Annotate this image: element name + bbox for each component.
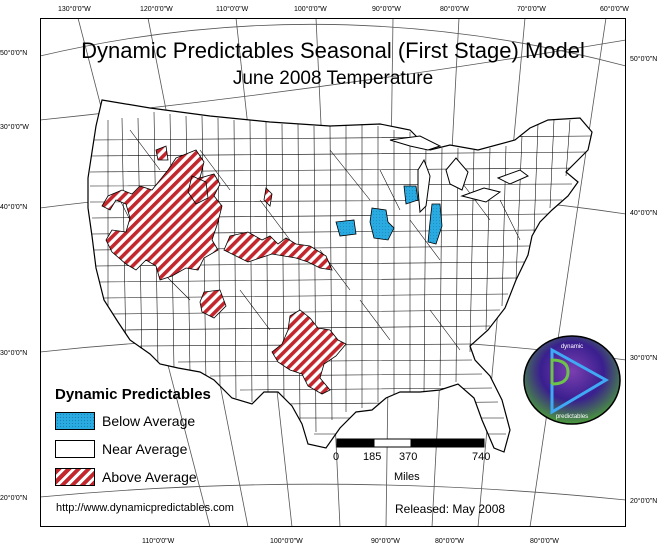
scale-unit: Miles	[394, 471, 420, 483]
tick-left-5: 20°0'0"N	[0, 495, 28, 502]
tick-right-1: 50°0'0"N	[630, 56, 658, 63]
legend-label-above: Above Average	[102, 469, 197, 485]
scale-bar	[336, 438, 485, 448]
legend-title: Dynamic Predictables	[55, 386, 211, 403]
below-average-regions	[335, 185, 443, 245]
map-subtitle: June 2008 Temperature	[232, 68, 434, 89]
tick-left-4: 30°0'0"N	[0, 350, 28, 357]
tick-top-8: 60°0'0"W	[600, 6, 629, 13]
legend-label-below: Below Average	[102, 413, 196, 429]
tick-right-4: 20°0'0"N	[630, 498, 658, 505]
tick-bottom-1: 110°0'0"W	[142, 538, 175, 545]
tick-bottom-5: 80°0'0"W	[530, 538, 559, 545]
website-url[interactable]: http://www.dynamicpredictables.com	[56, 502, 234, 514]
tick-bottom-4: 80°0'0"W	[435, 538, 464, 545]
logo-bottom-text: predictables	[556, 414, 588, 420]
tick-top-6: 80°0'0"W	[440, 6, 469, 13]
tick-left-2: 30°0'0"W	[0, 124, 29, 131]
map-frame	[40, 18, 626, 527]
legend-swatch-below	[55, 412, 95, 430]
legend-swatch-above	[55, 468, 95, 486]
tick-top-7: 70°0'0"W	[517, 6, 546, 13]
tick-top-5: 90°0'0"W	[372, 6, 401, 13]
scale-tick-0: 0	[333, 451, 340, 463]
logo-top-text: dynamic	[561, 344, 583, 350]
dynamic-predictables-logo: dynamic predictables	[523, 335, 621, 425]
scale-tick-185: 185	[363, 451, 382, 463]
map-title: Dynamic Predictables Seasonal (First Sta…	[81, 38, 585, 63]
legend-swatch-near	[55, 440, 95, 458]
tick-left-3: 40°0'0"N	[0, 204, 28, 211]
great-lakes	[389, 135, 529, 214]
legend-item-above: Above Average	[55, 468, 255, 488]
above-average-regions	[101, 145, 347, 395]
tick-top-1: 130°0'0"W	[58, 6, 91, 13]
tick-top-2: 120°0'0"W	[140, 6, 173, 13]
tick-bottom-2: 100°0'0"W	[270, 538, 303, 545]
legend-item-near: Near Average	[55, 440, 255, 460]
scale-tick-740: 740	[472, 451, 491, 463]
legend-label-near: Near Average	[102, 441, 188, 457]
release-date: Released: May 2008	[395, 502, 506, 516]
scale-tick-370: 370	[399, 451, 418, 463]
tick-left-1: 50°0'0"N	[0, 50, 28, 57]
legend-item-below: Below Average	[55, 412, 255, 432]
tick-top-4: 100°0'0"W	[294, 6, 327, 13]
tick-right-3: 30°0'0"N	[630, 355, 658, 362]
tick-bottom-3: 90°0'0"W	[371, 538, 400, 545]
tick-right-2: 40°0'0"N	[630, 210, 658, 217]
tick-top-3: 110°0'0"W	[216, 6, 249, 13]
